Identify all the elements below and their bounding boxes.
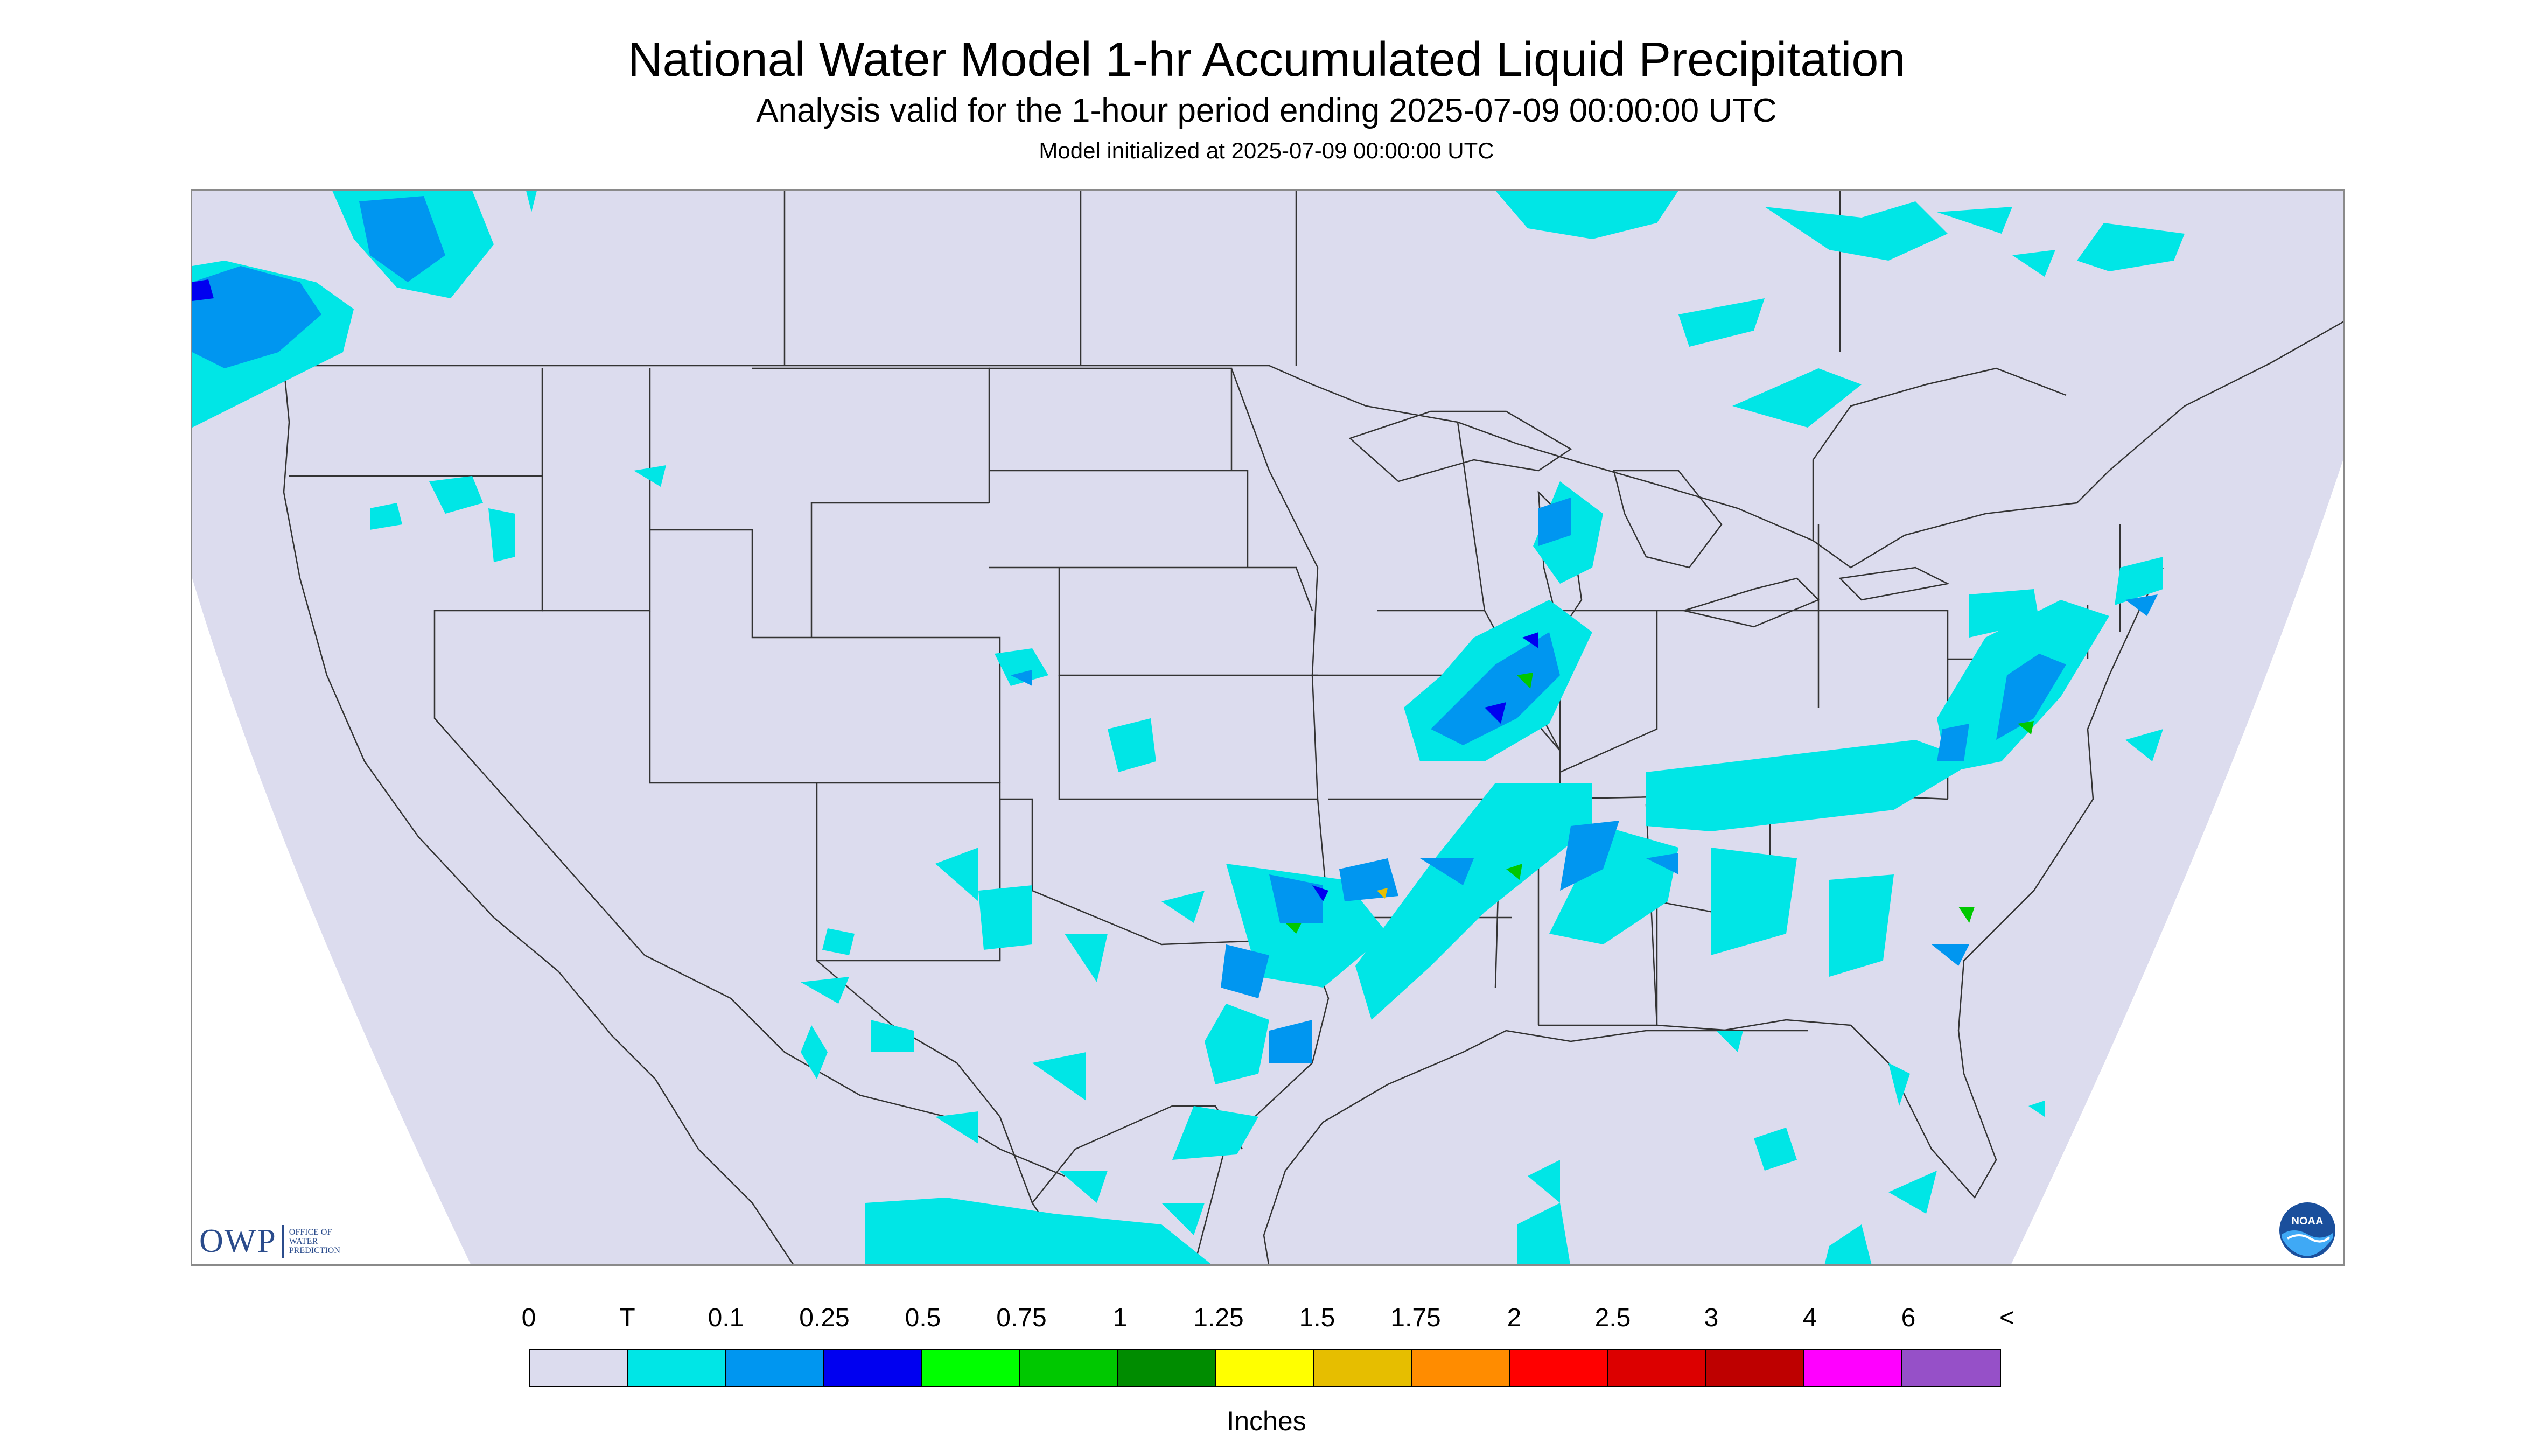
legend-swatch-10 — [1510, 1350, 1608, 1386]
noaa-logo-icon: NOAA — [2279, 1202, 2335, 1258]
legend-swatch-11 — [1608, 1350, 1706, 1386]
legend-tick-label: 1.25 — [1193, 1304, 1244, 1332]
legend-swatch-13 — [1804, 1350, 1902, 1386]
legend-tick-labels: 0 T 0.1 0.25 0.5 0.75 1 1.25 1.5 1.75 2 2.5 3 4 6 < — [0, 1303, 2533, 1341]
owp-logo-line-2: WATER — [289, 1237, 318, 1246]
legend-tick-label: 0.5 — [905, 1304, 941, 1332]
legend-swatch-4 — [922, 1350, 1020, 1386]
legend-tick-label: 3 — [1704, 1304, 1719, 1332]
legend-swatch-12 — [1706, 1350, 1804, 1386]
legend-tick-label: 0.25 — [799, 1304, 850, 1332]
legend-swatch-6 — [1118, 1350, 1216, 1386]
legend-swatch-5 — [1020, 1350, 1118, 1386]
legend-tick-label: 1.75 — [1390, 1304, 1441, 1332]
legend-swatch-8 — [1314, 1350, 1412, 1386]
owp-logo-letters: OWP — [199, 1223, 277, 1259]
model-domain — [192, 191, 2343, 1264]
legend-swatch-0 — [530, 1350, 628, 1386]
legend-tick-label: 1 — [1112, 1304, 1128, 1332]
legend-tick-label: < — [1999, 1304, 2015, 1332]
legend-tick-label: 0 — [521, 1304, 536, 1332]
legend-color-bar — [529, 1349, 2001, 1387]
owp-logo-line-1: OFFICE OF — [289, 1228, 332, 1237]
legend-tick-label: 2 — [1507, 1304, 1522, 1332]
owp-logo-line-3: PREDICTION — [289, 1246, 340, 1255]
legend-tick-label: 4 — [1802, 1304, 1817, 1332]
precip-moderate-areas — [192, 279, 1538, 901]
legend-tick-label: 6 — [1901, 1304, 1916, 1332]
legend-tick-label: 0.75 — [996, 1304, 1047, 1332]
legend-tick-label: T — [619, 1304, 635, 1332]
precipitation-map — [192, 191, 2343, 1264]
legend-swatch-7 — [1216, 1350, 1314, 1386]
map-subtitle: Analysis valid for the 1-hour period end… — [756, 92, 1777, 129]
legend-tick-label: 1.5 — [1299, 1304, 1335, 1332]
legend-units-label: Inches — [1227, 1406, 1306, 1436]
owp-logo-subtext: OFFICE OF WATER PREDICTION — [289, 1228, 340, 1255]
legend-tick-label: 0.1 — [708, 1304, 744, 1332]
legend-swatch-2 — [726, 1350, 824, 1386]
noaa-logo-text: NOAA — [2292, 1215, 2324, 1227]
legend-swatch-3 — [824, 1350, 922, 1386]
precip-heavy-areas — [1285, 673, 2034, 934]
legend-tick-label: 2.5 — [1594, 1304, 1631, 1332]
legend-swatch-9 — [1412, 1350, 1510, 1386]
map-frame — [191, 189, 2345, 1266]
map-title: National Water Model 1-hr Accumulated Li… — [627, 33, 1906, 87]
model-init-line: Model initialized at 2025-07-09 00:00:00… — [1039, 138, 1494, 163]
legend-swatch-14 — [1902, 1350, 2000, 1386]
owp-logo: OWP OFFICE OF WATER PREDICTION — [199, 1222, 340, 1261]
legend-swatch-1 — [628, 1350, 726, 1386]
owp-logo-divider — [282, 1224, 284, 1258]
